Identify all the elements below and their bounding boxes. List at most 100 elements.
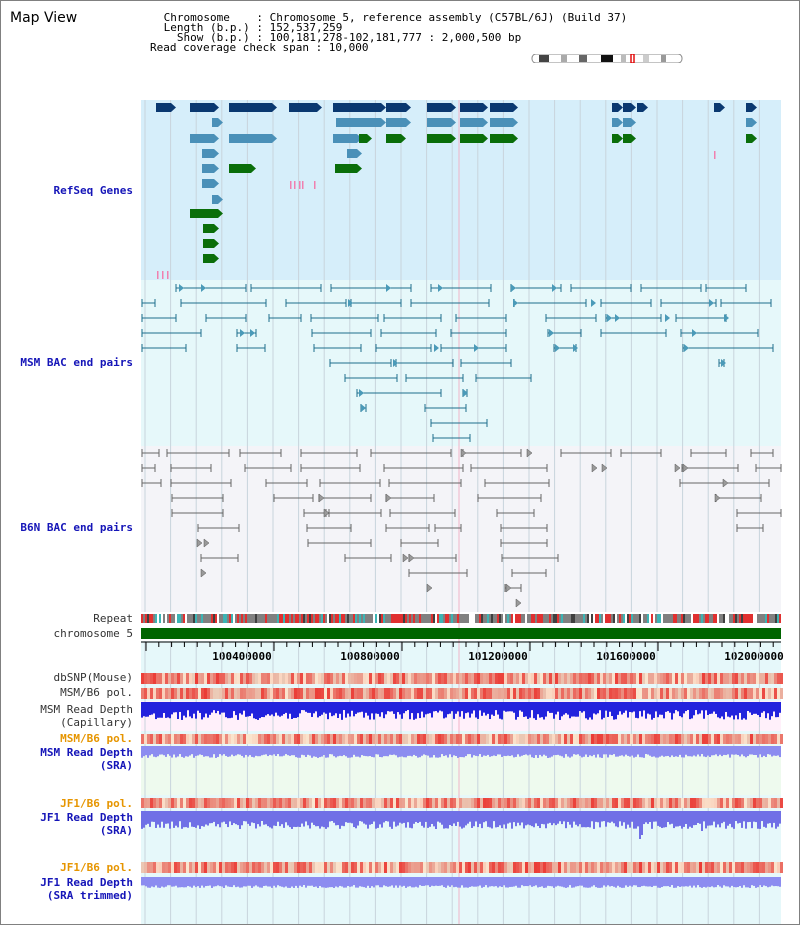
gene-strand-arrow xyxy=(214,179,219,188)
jf1-b6-pol-trimmed-heat-cell xyxy=(303,862,306,873)
jf1-depth-bar xyxy=(443,811,445,829)
msm-depth-capillary-bar xyxy=(591,702,593,720)
jf1-depth-bar xyxy=(457,811,459,822)
msm-bac-label[interactable]: MSM BAC end pairs xyxy=(20,356,133,369)
jf1-depth-bar xyxy=(569,811,571,825)
msm-depth-capillary-bar xyxy=(253,702,255,719)
dbsnp-heat-cell xyxy=(684,673,687,684)
jf1-b6-pol-trimmed-heat-cell xyxy=(582,862,585,873)
jf1-b6-pol-heat-cell xyxy=(240,798,243,808)
msm-depth-capillary-bar xyxy=(583,702,585,712)
msm-b6-pol-heat-cell xyxy=(339,688,342,699)
refseq-gene xyxy=(386,103,406,112)
msm-depth-sra-bar xyxy=(451,746,453,758)
msm-depth-capillary-bar xyxy=(705,702,707,711)
repeat-element xyxy=(513,614,515,623)
repeat-element xyxy=(343,614,345,623)
msm-b6-pol-sra-heat-cell xyxy=(165,734,168,744)
refseq-genes-label[interactable]: RefSeq Genes xyxy=(53,184,133,197)
msm-b6-pol-sra-label[interactable]: MSM/B6 pol. xyxy=(60,732,133,745)
msm-depth-sra-bar xyxy=(257,746,259,757)
msm-depth-capillary-bar xyxy=(483,702,485,713)
jf1-b6-pol-trimmed-heat-cell xyxy=(513,862,516,873)
repeat-element xyxy=(433,614,435,623)
msm-depth-capillary-bar xyxy=(429,702,431,714)
dbsnp-heat-cell xyxy=(555,673,558,684)
axis-tick-label: 102000000 xyxy=(724,650,784,663)
msm-b6-pol-heat-cell xyxy=(387,688,390,699)
msm-depth-sra-bar xyxy=(301,746,303,755)
msm-depth-capillary-bar xyxy=(249,702,251,717)
msm-b6-pol-heat-cell xyxy=(540,688,543,699)
msm-depth-sra-bar xyxy=(357,746,359,757)
repeat-element xyxy=(583,614,585,623)
refseq-gene xyxy=(202,164,214,173)
jf1-depth-bar xyxy=(509,811,511,823)
msm-depth-sra-bar xyxy=(615,746,617,757)
msm-depth-sra-bar xyxy=(359,746,361,758)
jf1-depth-trimmed-bar xyxy=(423,877,425,886)
repeat-element xyxy=(555,614,557,623)
jf1-depth-trimmed-bar xyxy=(391,877,393,886)
repeat-element xyxy=(471,614,473,623)
repeat-element xyxy=(533,614,535,623)
msm-depth-capillary-bar xyxy=(551,702,553,713)
repeat-label[interactable]: Repeat xyxy=(93,612,133,625)
msm-depth-capillary-bar xyxy=(363,702,365,718)
jf1-b6-pol-trimmed-heat-cell xyxy=(741,862,744,873)
repeat-element xyxy=(503,614,505,623)
msm-depth-capillary-bar xyxy=(661,702,663,715)
repeat-element xyxy=(245,614,247,623)
chromosome-ideogram[interactable] xyxy=(531,54,683,63)
msm-depth-sra-bar xyxy=(619,746,621,756)
b6n-bac-label[interactable]: B6N BAC end pairs xyxy=(20,521,133,534)
jf1-b6-pol-trimmed-heat-cell xyxy=(150,862,153,873)
jf1-b6-pol-trimmed-label[interactable]: JF1/B6 pol. xyxy=(60,861,133,874)
jf1-depth-bar xyxy=(187,811,189,828)
jf1-depth-bar xyxy=(581,811,583,828)
msm-depth-sra-bar xyxy=(345,746,347,757)
jf1-b6-pol-heat-cell xyxy=(543,798,546,808)
msm-depth-capillary-bar xyxy=(643,702,645,711)
jf1-depth-bar xyxy=(429,811,431,827)
jf1-depth-bar xyxy=(557,811,559,824)
msm-b6-pol-sra-heat-cell xyxy=(639,734,642,744)
jf1-depth-bar xyxy=(577,811,579,827)
msm-b6-pol-label[interactable]: MSM/B6 pol. xyxy=(60,686,133,699)
msm-depth-sra-bar xyxy=(391,746,393,755)
dbsnp-heat-cell xyxy=(525,673,528,684)
jf1-depth-trimmed-label[interactable]: JF1 Read Depth xyxy=(40,876,133,889)
jf1-depth-trimmed-bar xyxy=(185,877,187,888)
dbsnp-label[interactable]: dbSNP(Mouse) xyxy=(53,671,133,684)
dbsnp-heat-cell xyxy=(300,673,303,684)
jf1-b6-pol-label[interactable]: JF1/B6 pol. xyxy=(60,797,133,810)
jf1-b6-pol-trimmed-heat-cell xyxy=(504,862,507,873)
jf1-depth-trimmed-bar xyxy=(463,877,465,888)
msm-b6-pol-heat-cell xyxy=(777,688,780,699)
msm-depth-sra-bar xyxy=(423,746,425,755)
msm-b6-pol-sra-heat-cell xyxy=(543,734,546,744)
jf1-b6-pol-trimmed-heat-cell xyxy=(159,862,162,873)
msm-depth-capillary-bar xyxy=(277,702,279,716)
msm-depth-sra-bar xyxy=(427,746,429,756)
repeat-element xyxy=(411,614,413,623)
msm-depth-capillary-bar xyxy=(769,702,771,720)
jf1-b6-pol-heat-cell xyxy=(480,798,483,808)
dbsnp-heat-cell xyxy=(432,673,435,684)
msm-depth-capillary-bar xyxy=(777,702,779,718)
msm-b6-pol-heat-cell xyxy=(156,688,159,699)
dbsnp-heat-cell xyxy=(264,673,267,684)
jf1-depth-label[interactable]: JF1 Read Depth xyxy=(40,811,133,824)
msm-depth-capillary-bar xyxy=(685,702,687,712)
msm-depth-capillary-bar xyxy=(325,702,327,714)
jf1-b6-pol-heat-cell xyxy=(474,798,477,808)
msm-depth-sra-bar xyxy=(713,746,715,756)
repeat-element xyxy=(405,614,407,623)
msm-b6-pol-sra-heat-cell xyxy=(615,734,618,744)
jf1-depth-bar xyxy=(679,811,681,826)
msm-depth-capillary-label[interactable]: MSM Read Depth xyxy=(40,703,133,716)
jf1-b6-pol-trimmed-heat-cell xyxy=(249,862,252,873)
msm-depth-sra-label[interactable]: MSM Read Depth xyxy=(40,746,133,759)
repeat-element xyxy=(383,614,385,623)
